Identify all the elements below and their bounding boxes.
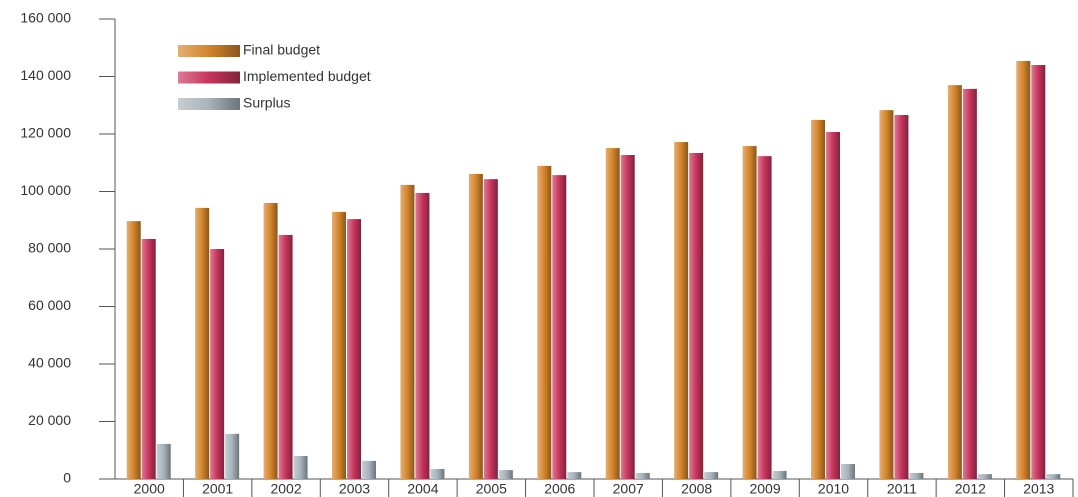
bar bbox=[689, 152, 704, 479]
bar bbox=[811, 119, 825, 479]
legend-swatch bbox=[178, 71, 240, 84]
x-tick-label: 2007 bbox=[613, 481, 644, 497]
bar bbox=[225, 433, 240, 479]
bar bbox=[498, 470, 513, 479]
legend-swatch bbox=[178, 45, 240, 57]
legend-label: Surplus bbox=[243, 95, 290, 111]
y-tick-label: 120 000 bbox=[20, 125, 71, 141]
bar bbox=[537, 165, 552, 479]
bar bbox=[1016, 60, 1031, 479]
bar bbox=[210, 249, 225, 479]
bar bbox=[332, 211, 346, 479]
bar bbox=[704, 472, 719, 479]
bar bbox=[195, 207, 210, 479]
bar bbox=[879, 110, 894, 479]
bar bbox=[757, 156, 772, 479]
y-tick-label: 80 000 bbox=[28, 240, 71, 256]
bar bbox=[263, 203, 278, 479]
bar bbox=[674, 142, 689, 480]
legend-swatch bbox=[178, 98, 240, 110]
bar bbox=[278, 234, 293, 479]
x-tick-label: 2010 bbox=[818, 481, 849, 497]
x-tick-label: 2009 bbox=[749, 481, 780, 497]
y-tick-label: 100 000 bbox=[20, 182, 71, 198]
bar bbox=[742, 146, 757, 479]
bar bbox=[126, 221, 141, 480]
x-tick-label: 2005 bbox=[476, 481, 507, 497]
x-tick-label: 2013 bbox=[1023, 481, 1054, 497]
bar bbox=[772, 470, 787, 479]
bar bbox=[293, 456, 308, 479]
x-tick-label: 2003 bbox=[339, 481, 370, 497]
bar bbox=[141, 238, 156, 479]
x-tick-label: 2006 bbox=[544, 481, 575, 497]
y-tick-label: 20 000 bbox=[28, 412, 71, 428]
bar bbox=[468, 173, 483, 479]
bar bbox=[947, 85, 962, 479]
bar bbox=[894, 115, 909, 480]
bar bbox=[962, 88, 977, 480]
bar bbox=[1046, 474, 1061, 479]
x-tick-label: 2011 bbox=[887, 481, 917, 497]
bar bbox=[400, 184, 415, 479]
y-tick-label: 140 000 bbox=[20, 67, 71, 83]
bar bbox=[483, 179, 498, 479]
y-tick-label: 40 000 bbox=[28, 355, 71, 371]
bar bbox=[415, 192, 430, 479]
bar bbox=[347, 219, 361, 479]
y-tick-label: 0 bbox=[63, 470, 71, 486]
x-tick-label: 2002 bbox=[270, 481, 301, 497]
bar bbox=[362, 460, 376, 479]
x-tick-label: 2000 bbox=[134, 481, 165, 497]
bar bbox=[635, 472, 650, 479]
legend-label: Final budget bbox=[243, 42, 320, 58]
y-tick-label: 60 000 bbox=[28, 297, 71, 313]
bar bbox=[1031, 65, 1046, 479]
bar bbox=[156, 443, 171, 479]
bar bbox=[909, 472, 924, 479]
bar bbox=[567, 472, 582, 479]
x-tick-label: 2004 bbox=[407, 481, 438, 497]
bar bbox=[826, 131, 840, 480]
x-tick-label: 2008 bbox=[681, 481, 712, 497]
bar bbox=[620, 154, 635, 480]
bar bbox=[841, 464, 855, 479]
legend-label: Implemented budget bbox=[243, 68, 371, 84]
bar bbox=[552, 175, 567, 480]
y-tick-label: 160 000 bbox=[20, 10, 71, 26]
bar bbox=[977, 474, 992, 479]
x-tick-label: 2012 bbox=[955, 481, 986, 497]
bar bbox=[605, 148, 620, 479]
bar bbox=[430, 468, 445, 479]
x-tick-label: 2001 bbox=[202, 481, 233, 497]
